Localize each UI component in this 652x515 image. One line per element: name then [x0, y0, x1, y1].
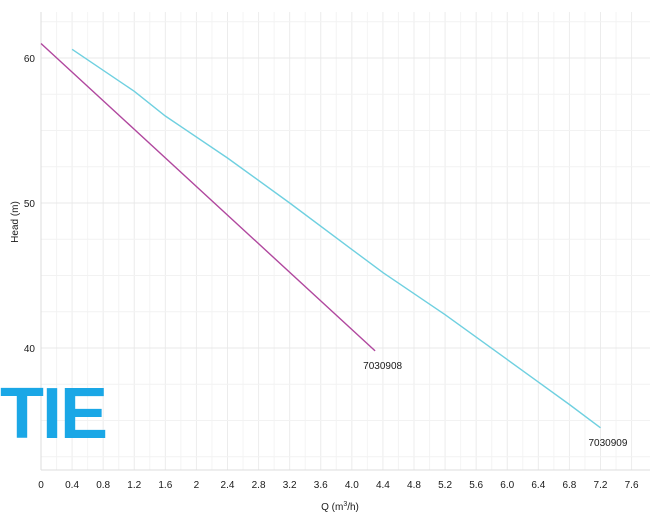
- x-tick-label: 3.2: [283, 480, 297, 491]
- tick-labels: 0 0.4 0.8 1.2 1.6 2 2.4 2.8 3.2 3.6 4.0 4.4 4.8 5.2 5.…: [24, 54, 639, 491]
- series-labels: 7030908 7030909: [363, 361, 628, 449]
- y-tick-label: 50: [24, 199, 36, 210]
- x-tick-label: 2.8: [252, 480, 266, 491]
- x-axis-unit-superscript: 3: [343, 501, 347, 508]
- x-tick-label: 4.0: [345, 480, 359, 491]
- x-tick-label: 5.2: [438, 480, 452, 491]
- x-tick-label: 6.8: [562, 480, 576, 491]
- watermark-logo: TIE: [0, 374, 108, 454]
- x-axis-title: Q (m3/h): [321, 501, 359, 513]
- series-label-7030908: 7030908: [363, 361, 402, 372]
- x-tick-label: 2: [194, 480, 200, 491]
- series-label-7030909: 7030909: [589, 438, 628, 449]
- x-tick-label: 2.4: [221, 480, 235, 491]
- x-tick-label: 4.8: [407, 480, 421, 491]
- x-tick-label: 6.0: [500, 480, 514, 491]
- x-tick-label: 7.2: [594, 480, 608, 491]
- x-tick-label: 0.4: [65, 480, 79, 491]
- x-tick-label: 1.6: [158, 480, 172, 491]
- x-tick-label: 0: [38, 480, 44, 491]
- x-tick-label: 3.6: [314, 480, 328, 491]
- y-tick-label: 40: [24, 344, 36, 355]
- series-line-7030909: [71, 48, 601, 429]
- y-axis-title: Head (m): [10, 201, 21, 243]
- x-axis-unit-rest: /h): [347, 502, 359, 513]
- x-tick-label: 0.8: [96, 480, 110, 491]
- series-line-7030908: [40, 42, 376, 352]
- x-tick-label: 6.4: [531, 480, 545, 491]
- x-tick-label: 1.2: [127, 480, 141, 491]
- y-tick-label: 60: [24, 54, 36, 65]
- series-lines: [40, 42, 601, 429]
- x-tick-label: 7.6: [625, 480, 639, 491]
- x-tick-label: 5.6: [469, 480, 483, 491]
- x-tick-label: 4.4: [376, 480, 390, 491]
- grid: [40, 12, 650, 471]
